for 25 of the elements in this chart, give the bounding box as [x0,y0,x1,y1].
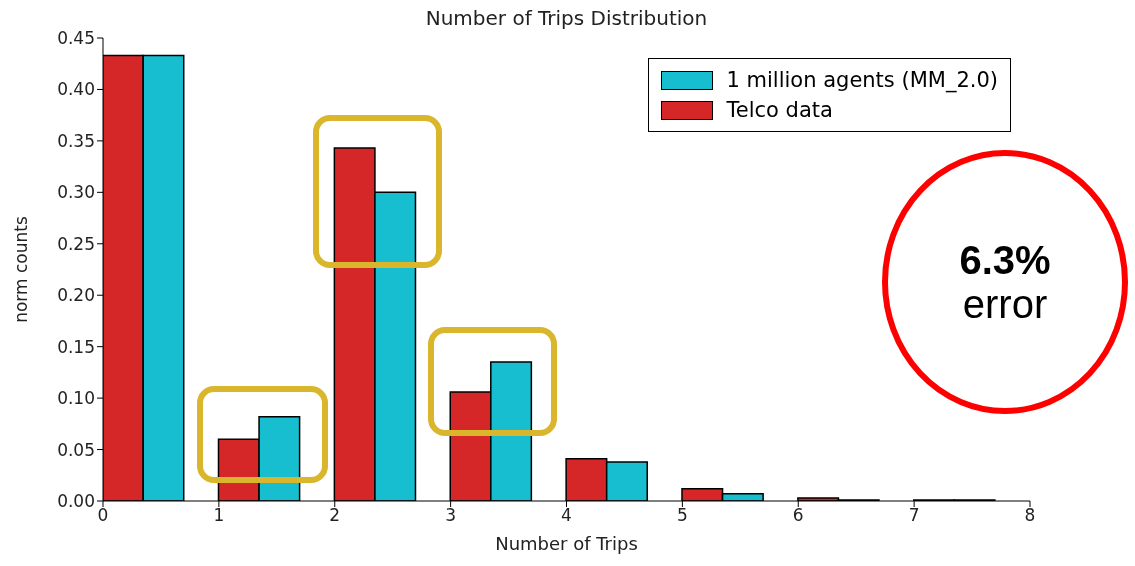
x-tick-label: 1 [213,505,225,526]
y-tick-label: 0.10 [57,388,95,409]
x-axis-title: Number of Trips [495,533,638,554]
y-tick-label: 0.25 [57,233,95,254]
x-tick-label: 8 [1024,505,1036,526]
y-tick-label: 0.30 [57,182,95,203]
y-tick-label: 0.40 [57,79,95,100]
y-tick-label: 0.20 [57,285,95,306]
x-tick-label: 5 [676,505,688,526]
x-tick-label: 3 [445,505,457,526]
x-tick-label: 0 [97,505,109,526]
y-tick-label: 0.45 [57,28,95,49]
legend-label: Telco data [726,98,833,122]
y-tick-label: 0.15 [57,336,95,357]
chart-title: Number of Trips Distribution [424,6,709,30]
legend-label: 1 million agents (MM_2.0) [726,68,998,92]
y-tick-label: 0.35 [57,130,95,151]
y-tick-label: 0.05 [57,439,95,460]
y-axis-title: norm counts [11,216,32,323]
annotation: 6.3% error [959,238,1051,326]
x-tick-label: 6 [792,505,804,526]
x-tick-label: 7 [908,505,920,526]
y-tick-label: 0.00 [57,491,95,512]
x-tick-label: 2 [329,505,341,526]
x-tick-label: 4 [561,505,572,526]
